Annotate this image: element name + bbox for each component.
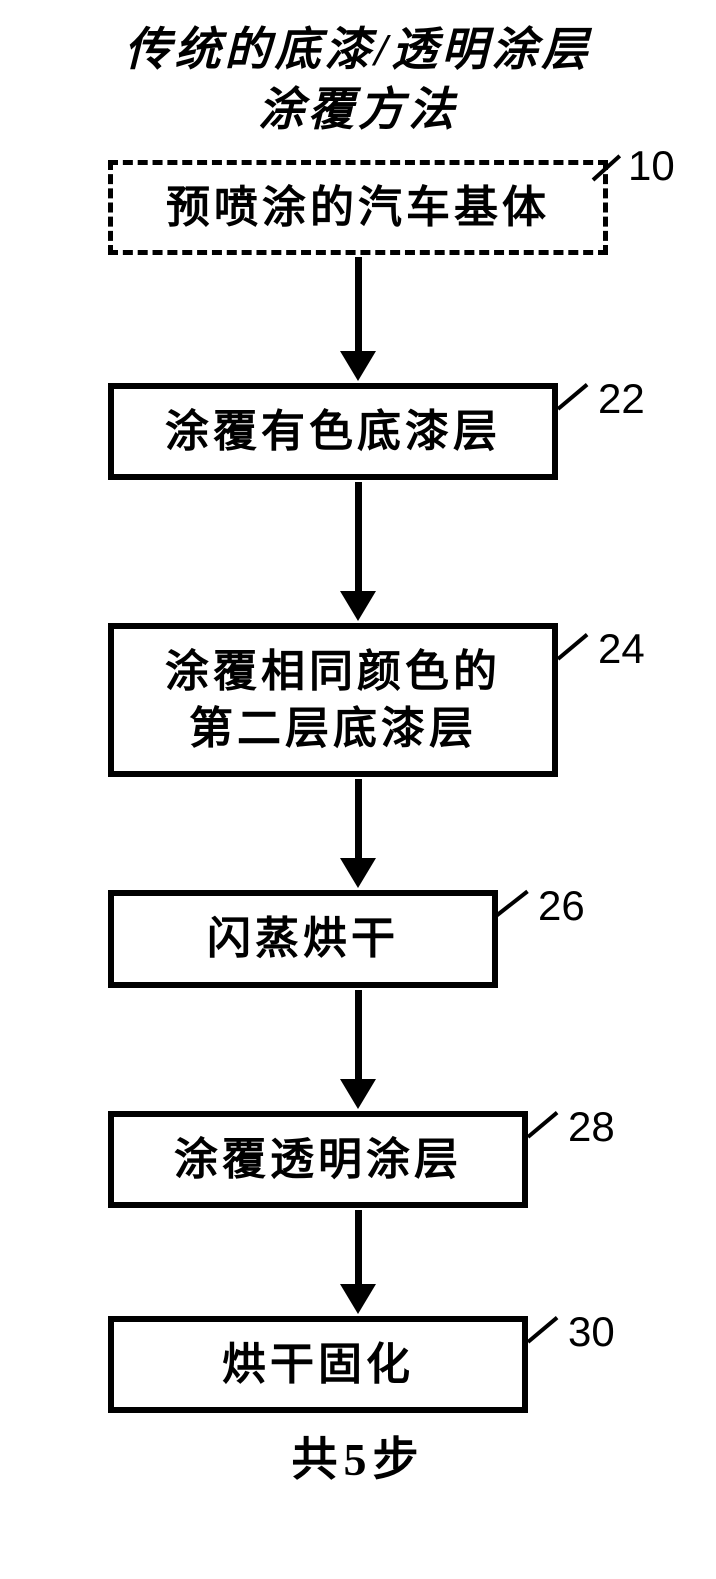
step-count-footer: 共5步	[292, 1423, 425, 1489]
ref-number-10: 10	[628, 142, 675, 190]
ref-number-22: 22	[598, 375, 645, 423]
step-box-10: 预喷涂的汽车基体	[108, 160, 608, 255]
step-text: 涂覆透明涂层	[174, 1135, 462, 1184]
ref-leader	[527, 1111, 559, 1138]
ref-leader	[527, 1316, 559, 1343]
step-wrap-2: 涂覆相同颜色的第二层底漆层24	[108, 623, 608, 777]
step-box-22: 涂覆有色底漆层	[108, 383, 558, 480]
arrow-2	[108, 779, 608, 888]
title-line-1: 传统的底漆/透明涂层	[125, 24, 592, 75]
arrow-1	[108, 482, 608, 621]
step-wrap-5: 烘干固化30	[108, 1316, 608, 1413]
step-box-30: 烘干固化	[108, 1316, 528, 1413]
arrow-head-icon	[340, 858, 376, 888]
step-wrap-3: 闪蒸烘干26	[108, 890, 608, 987]
diagram-title: 传统的底漆/透明涂层 涂覆方法	[125, 20, 592, 140]
step-text: 烘干固化	[222, 1340, 414, 1389]
ref-number-28: 28	[568, 1103, 615, 1151]
ref-leader	[557, 633, 589, 660]
ref-number-30: 30	[568, 1308, 615, 1356]
ref-leader	[557, 383, 589, 410]
step-box-26: 闪蒸烘干	[108, 890, 498, 987]
arrow-0	[108, 257, 608, 381]
title-line-2: 涂覆方法	[258, 84, 458, 135]
step-wrap-0: 预喷涂的汽车基体10	[108, 160, 608, 255]
step-wrap-4: 涂覆透明涂层28	[108, 1111, 608, 1208]
step-text: 涂覆相同颜色的	[165, 647, 501, 696]
arrow-shaft	[355, 1210, 362, 1285]
step-text: 涂覆有色底漆层	[165, 407, 501, 456]
arrow-head-icon	[340, 591, 376, 621]
flow-body: 预喷涂的汽车基体10涂覆有色底漆层22涂覆相同颜色的第二层底漆层24闪蒸烘干26…	[108, 160, 608, 1413]
ref-leader	[495, 890, 529, 918]
arrow-head-icon	[340, 1079, 376, 1109]
arrow-head-icon	[340, 1284, 376, 1314]
step-text: 预喷涂的汽车基体	[166, 183, 550, 232]
arrow-shaft	[355, 257, 362, 352]
step-text: 第二层底漆层	[189, 704, 477, 753]
step-box-28: 涂覆透明涂层	[108, 1111, 528, 1208]
ref-number-26: 26	[538, 882, 585, 930]
arrow-shaft	[355, 990, 362, 1080]
step-text: 闪蒸烘干	[207, 914, 399, 963]
ref-number-24: 24	[598, 625, 645, 673]
arrow-4	[108, 1210, 608, 1314]
arrow-shaft	[355, 482, 362, 592]
arrow-3	[108, 990, 608, 1109]
arrow-shaft	[355, 779, 362, 859]
step-box-24: 涂覆相同颜色的第二层底漆层	[108, 623, 558, 777]
flowchart-container: 传统的底漆/透明涂层 涂覆方法 预喷涂的汽车基体10涂覆有色底漆层22涂覆相同颜…	[0, 0, 716, 1509]
step-wrap-1: 涂覆有色底漆层22	[108, 383, 608, 480]
arrow-head-icon	[340, 351, 376, 381]
